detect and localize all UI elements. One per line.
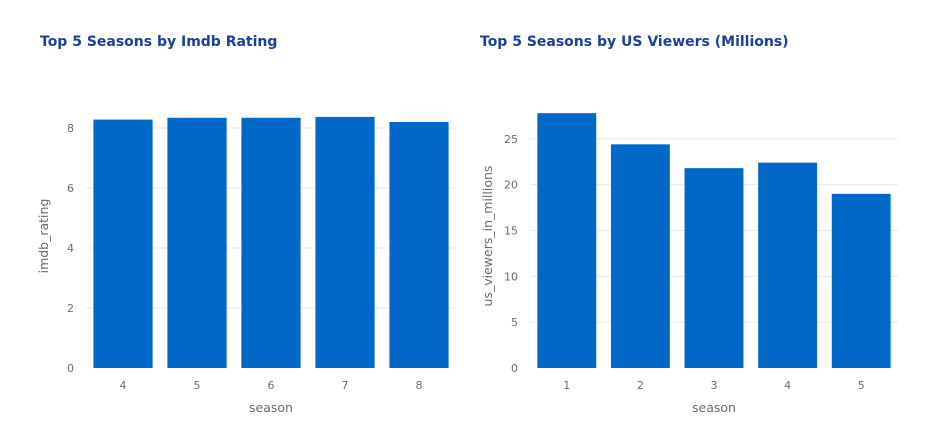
bar-imdb-season-6[interactable] bbox=[241, 117, 301, 368]
x-tick-label-imdb-1: 5 bbox=[194, 379, 201, 392]
bar-viewers-season-2[interactable] bbox=[610, 144, 670, 368]
y-tick-label-viewers-2: 10 bbox=[504, 270, 518, 283]
x-tick-label-viewers-4: 5 bbox=[858, 379, 865, 392]
x-tick-label-imdb-3: 7 bbox=[342, 379, 349, 392]
y-tick-label-imdb-1: 2 bbox=[67, 302, 74, 315]
y-tick-label-viewers-3: 15 bbox=[504, 225, 518, 238]
bar-viewers-season-1[interactable] bbox=[537, 113, 597, 369]
bar-imdb-season-8[interactable] bbox=[389, 122, 449, 368]
bar-imdb-season-7[interactable] bbox=[315, 116, 375, 369]
bar-viewers-season-3[interactable] bbox=[684, 168, 744, 368]
y-tick-label-imdb-4: 8 bbox=[67, 122, 74, 135]
chart-title-us-viewers: Top 5 Seasons by US Viewers (Millions) bbox=[480, 34, 789, 50]
y-tick-label-imdb-3: 6 bbox=[67, 182, 74, 195]
bar-viewers-season-4[interactable] bbox=[758, 162, 818, 368]
bar-imdb-season-4[interactable] bbox=[93, 119, 153, 368]
y-tick-label-imdb-0: 0 bbox=[67, 362, 74, 375]
y-tick-label-imdb-2: 4 bbox=[67, 242, 74, 255]
bar-viewers-season-5[interactable] bbox=[831, 193, 891, 368]
x-tick-label-viewers-0: 1 bbox=[563, 379, 570, 392]
y-tick-label-viewers-1: 5 bbox=[511, 316, 518, 329]
y-tick-label-viewers-0: 0 bbox=[511, 362, 518, 375]
x-tick-label-viewers-1: 2 bbox=[637, 379, 644, 392]
chart-title-imdb-rating: Top 5 Seasons by Imdb Rating bbox=[40, 34, 278, 50]
x-tick-label-imdb-4: 8 bbox=[416, 379, 423, 392]
x-tick-label-imdb-2: 6 bbox=[268, 379, 275, 392]
x-axis-label-imdb: season bbox=[249, 400, 293, 415]
x-tick-label-viewers-3: 4 bbox=[784, 379, 791, 392]
x-tick-label-imdb-0: 4 bbox=[120, 379, 127, 392]
y-tick-label-viewers-5: 25 bbox=[504, 133, 518, 146]
bar-imdb-season-5[interactable] bbox=[167, 117, 227, 368]
x-tick-label-viewers-2: 3 bbox=[711, 379, 718, 392]
y-tick-label-viewers-4: 20 bbox=[504, 179, 518, 192]
y-axis-label-imdb: imdb_rating bbox=[36, 199, 51, 274]
y-axis-label-viewers: us_viewers_in_millions bbox=[480, 166, 495, 307]
x-axis-label-viewers: season bbox=[692, 400, 736, 415]
